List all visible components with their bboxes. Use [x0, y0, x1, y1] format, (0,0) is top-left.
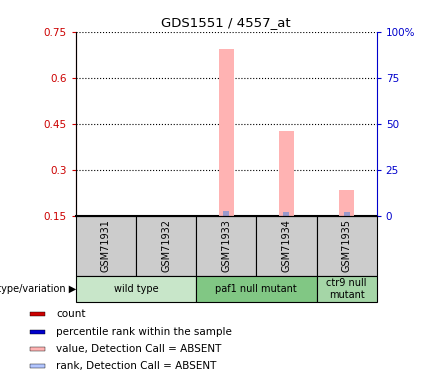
Text: paf1 null mutant: paf1 null mutant: [216, 284, 297, 294]
Title: GDS1551 / 4557_at: GDS1551 / 4557_at: [162, 16, 291, 29]
Bar: [30, 347, 45, 351]
Bar: [339, 190, 354, 216]
Text: value, Detection Call = ABSENT: value, Detection Call = ABSENT: [56, 344, 222, 354]
Bar: [30, 330, 45, 333]
Bar: [76, 276, 196, 302]
Bar: [256, 216, 317, 276]
Bar: [30, 312, 45, 316]
Bar: [223, 211, 229, 216]
Text: GSM71933: GSM71933: [221, 219, 231, 272]
Bar: [136, 216, 196, 276]
Bar: [344, 211, 349, 216]
Text: GSM71934: GSM71934: [281, 219, 291, 272]
Text: rank, Detection Call = ABSENT: rank, Detection Call = ABSENT: [56, 362, 216, 371]
Text: count: count: [56, 309, 86, 319]
Bar: [76, 216, 136, 276]
Bar: [196, 216, 256, 276]
Bar: [284, 211, 289, 216]
Bar: [279, 131, 294, 216]
Bar: [219, 49, 234, 216]
Text: genotype/variation ▶: genotype/variation ▶: [0, 284, 76, 294]
Bar: [317, 216, 377, 276]
Text: ctr9 null
mutant: ctr9 null mutant: [326, 278, 367, 300]
Bar: [30, 364, 45, 368]
Text: GSM71931: GSM71931: [101, 219, 111, 272]
Bar: [317, 276, 377, 302]
Text: GSM71932: GSM71932: [161, 219, 171, 272]
Text: GSM71935: GSM71935: [342, 219, 352, 272]
Text: wild type: wild type: [113, 284, 158, 294]
Bar: [196, 276, 317, 302]
Text: percentile rank within the sample: percentile rank within the sample: [56, 327, 232, 337]
